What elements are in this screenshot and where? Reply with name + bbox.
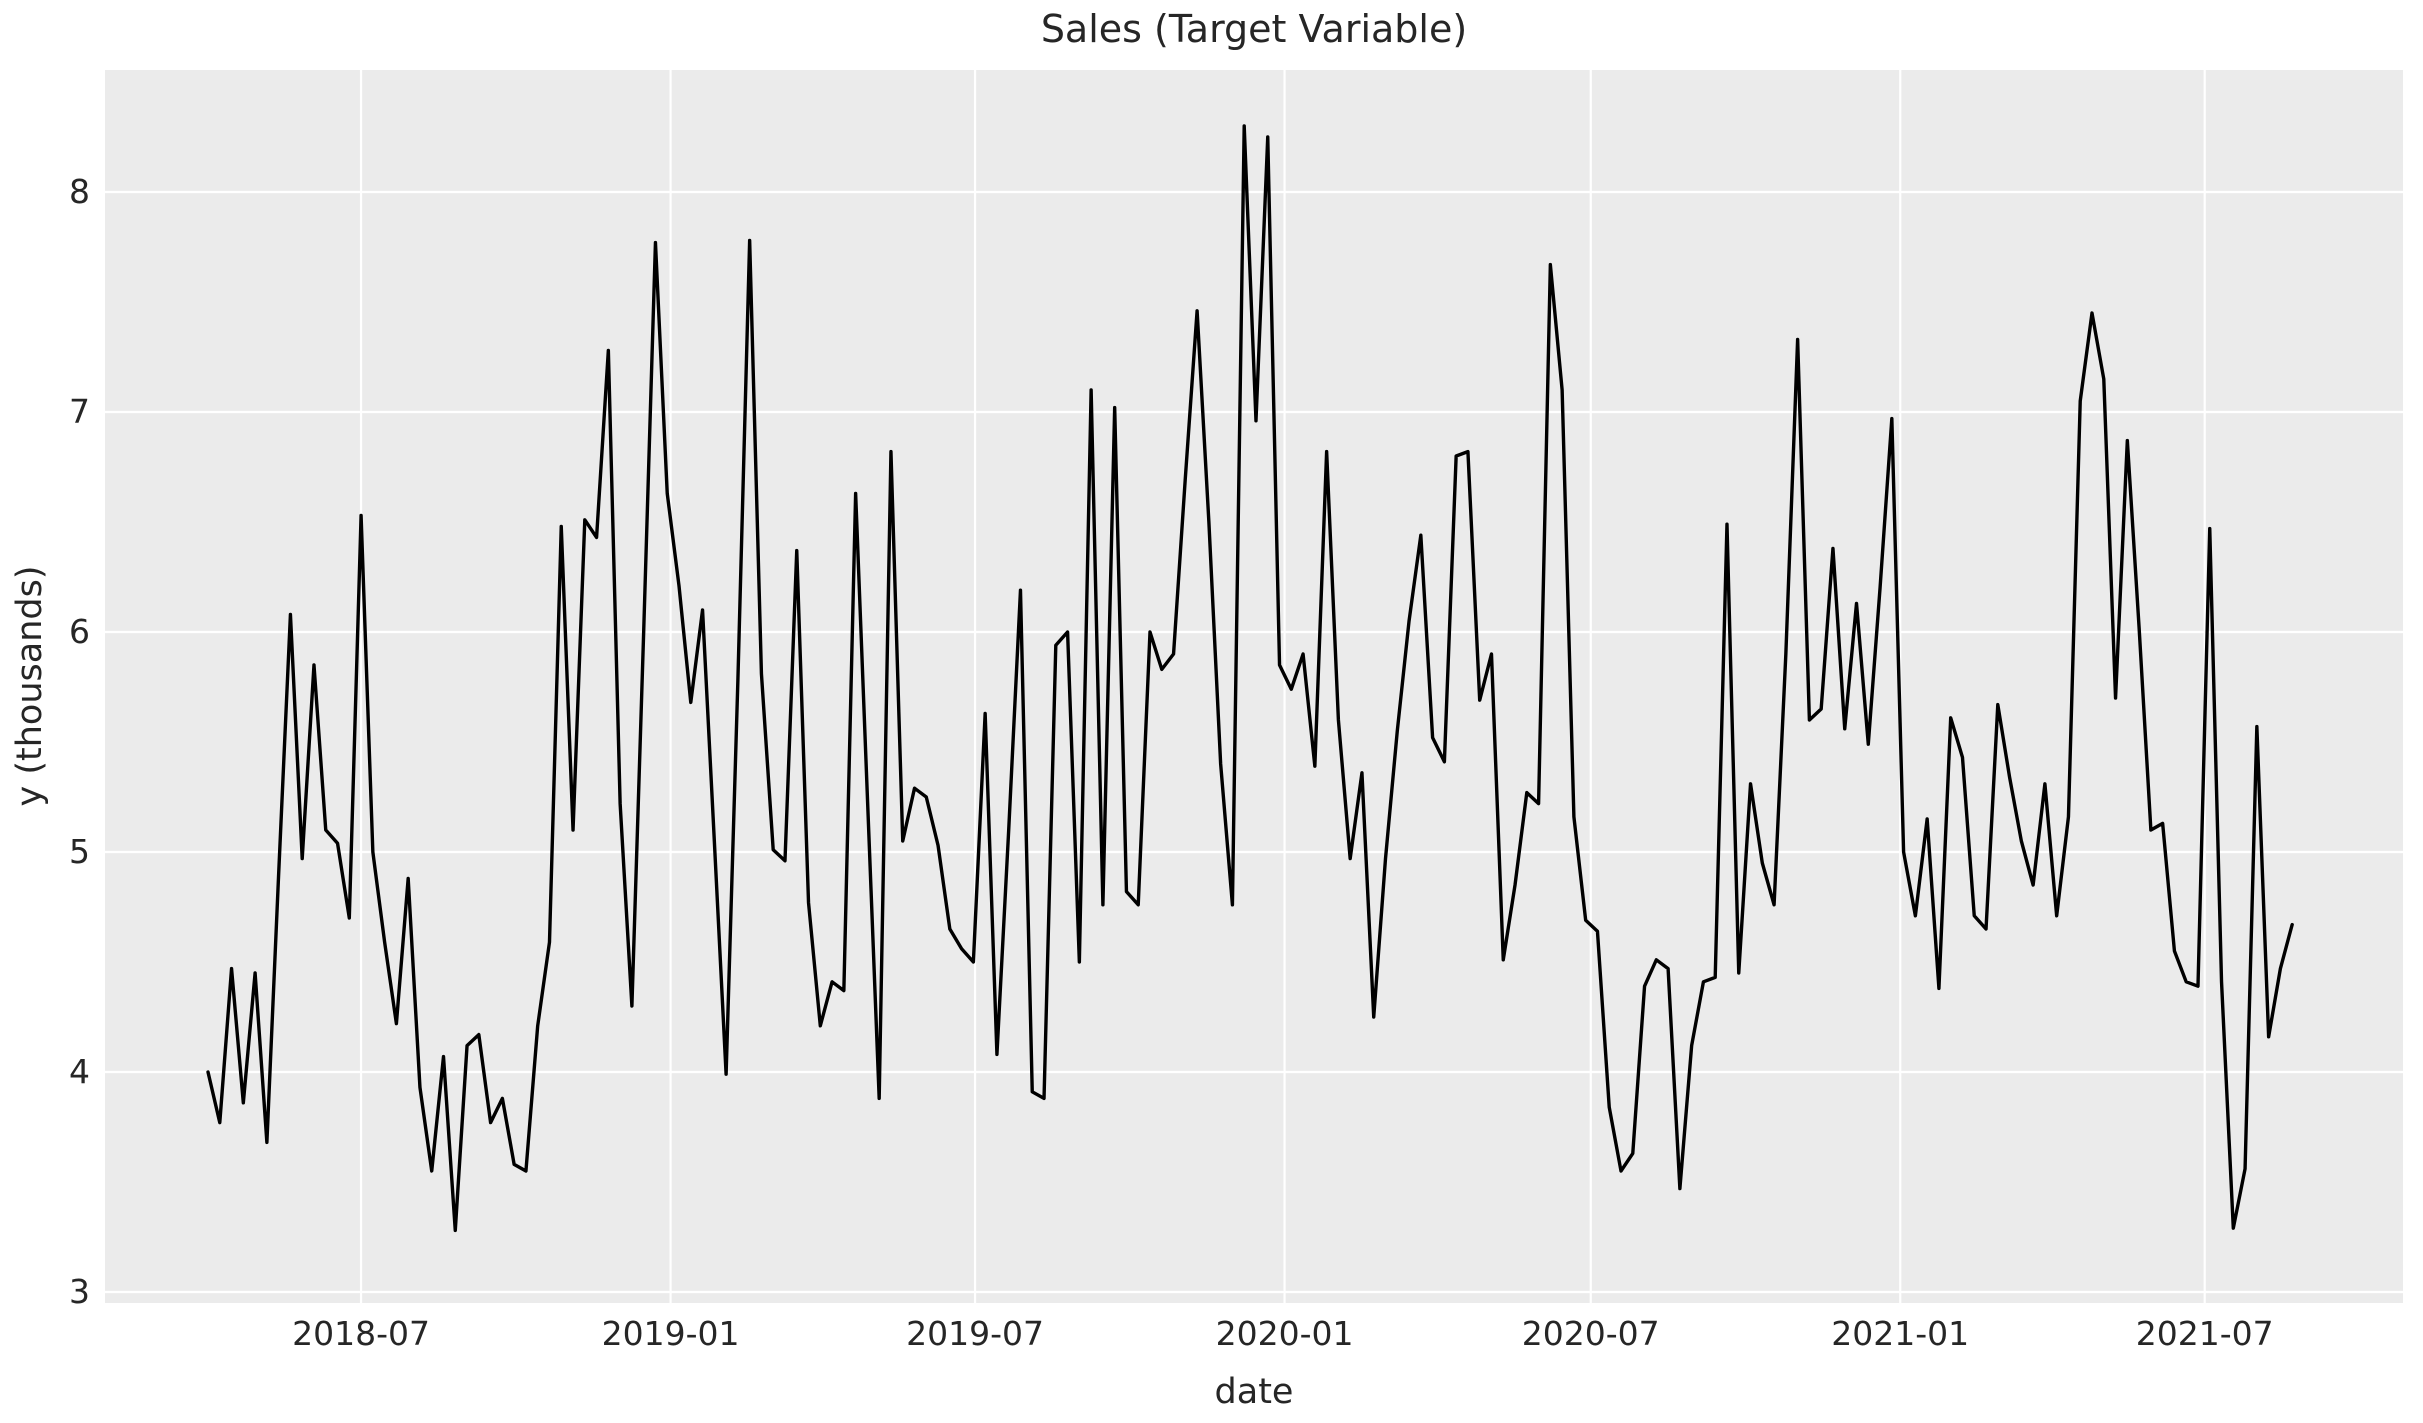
x-tick-label: 2021-07 bbox=[2135, 1314, 2274, 1353]
y-tick-label: 6 bbox=[69, 612, 90, 651]
x-tick-label: 2020-01 bbox=[1215, 1314, 1354, 1353]
y-tick-label: 7 bbox=[69, 392, 90, 431]
chart-title: Sales (Target Variable) bbox=[1040, 7, 1468, 51]
plot-background bbox=[105, 70, 2403, 1303]
plot-area bbox=[105, 70, 2403, 1303]
x-tick-label: 2018-07 bbox=[292, 1314, 430, 1353]
y-axis-label: y (thousands) bbox=[10, 565, 50, 807]
x-tick-label: 2021-01 bbox=[1831, 1314, 1970, 1353]
y-tick-label: 3 bbox=[69, 1272, 90, 1311]
y-tick-label: 4 bbox=[69, 1052, 90, 1091]
x-tick-label: 2020-07 bbox=[1521, 1314, 1660, 1353]
sales-line bbox=[206, 124, 2294, 1233]
y-tick-label: 8 bbox=[69, 172, 90, 211]
x-tick-label: 2019-01 bbox=[601, 1314, 740, 1353]
x-axis-label: date bbox=[1214, 1372, 1294, 1412]
y-tick-label: 5 bbox=[69, 832, 90, 871]
x-tick-label: 2019-07 bbox=[906, 1314, 1044, 1353]
sales-line-chart bbox=[105, 70, 2403, 1303]
